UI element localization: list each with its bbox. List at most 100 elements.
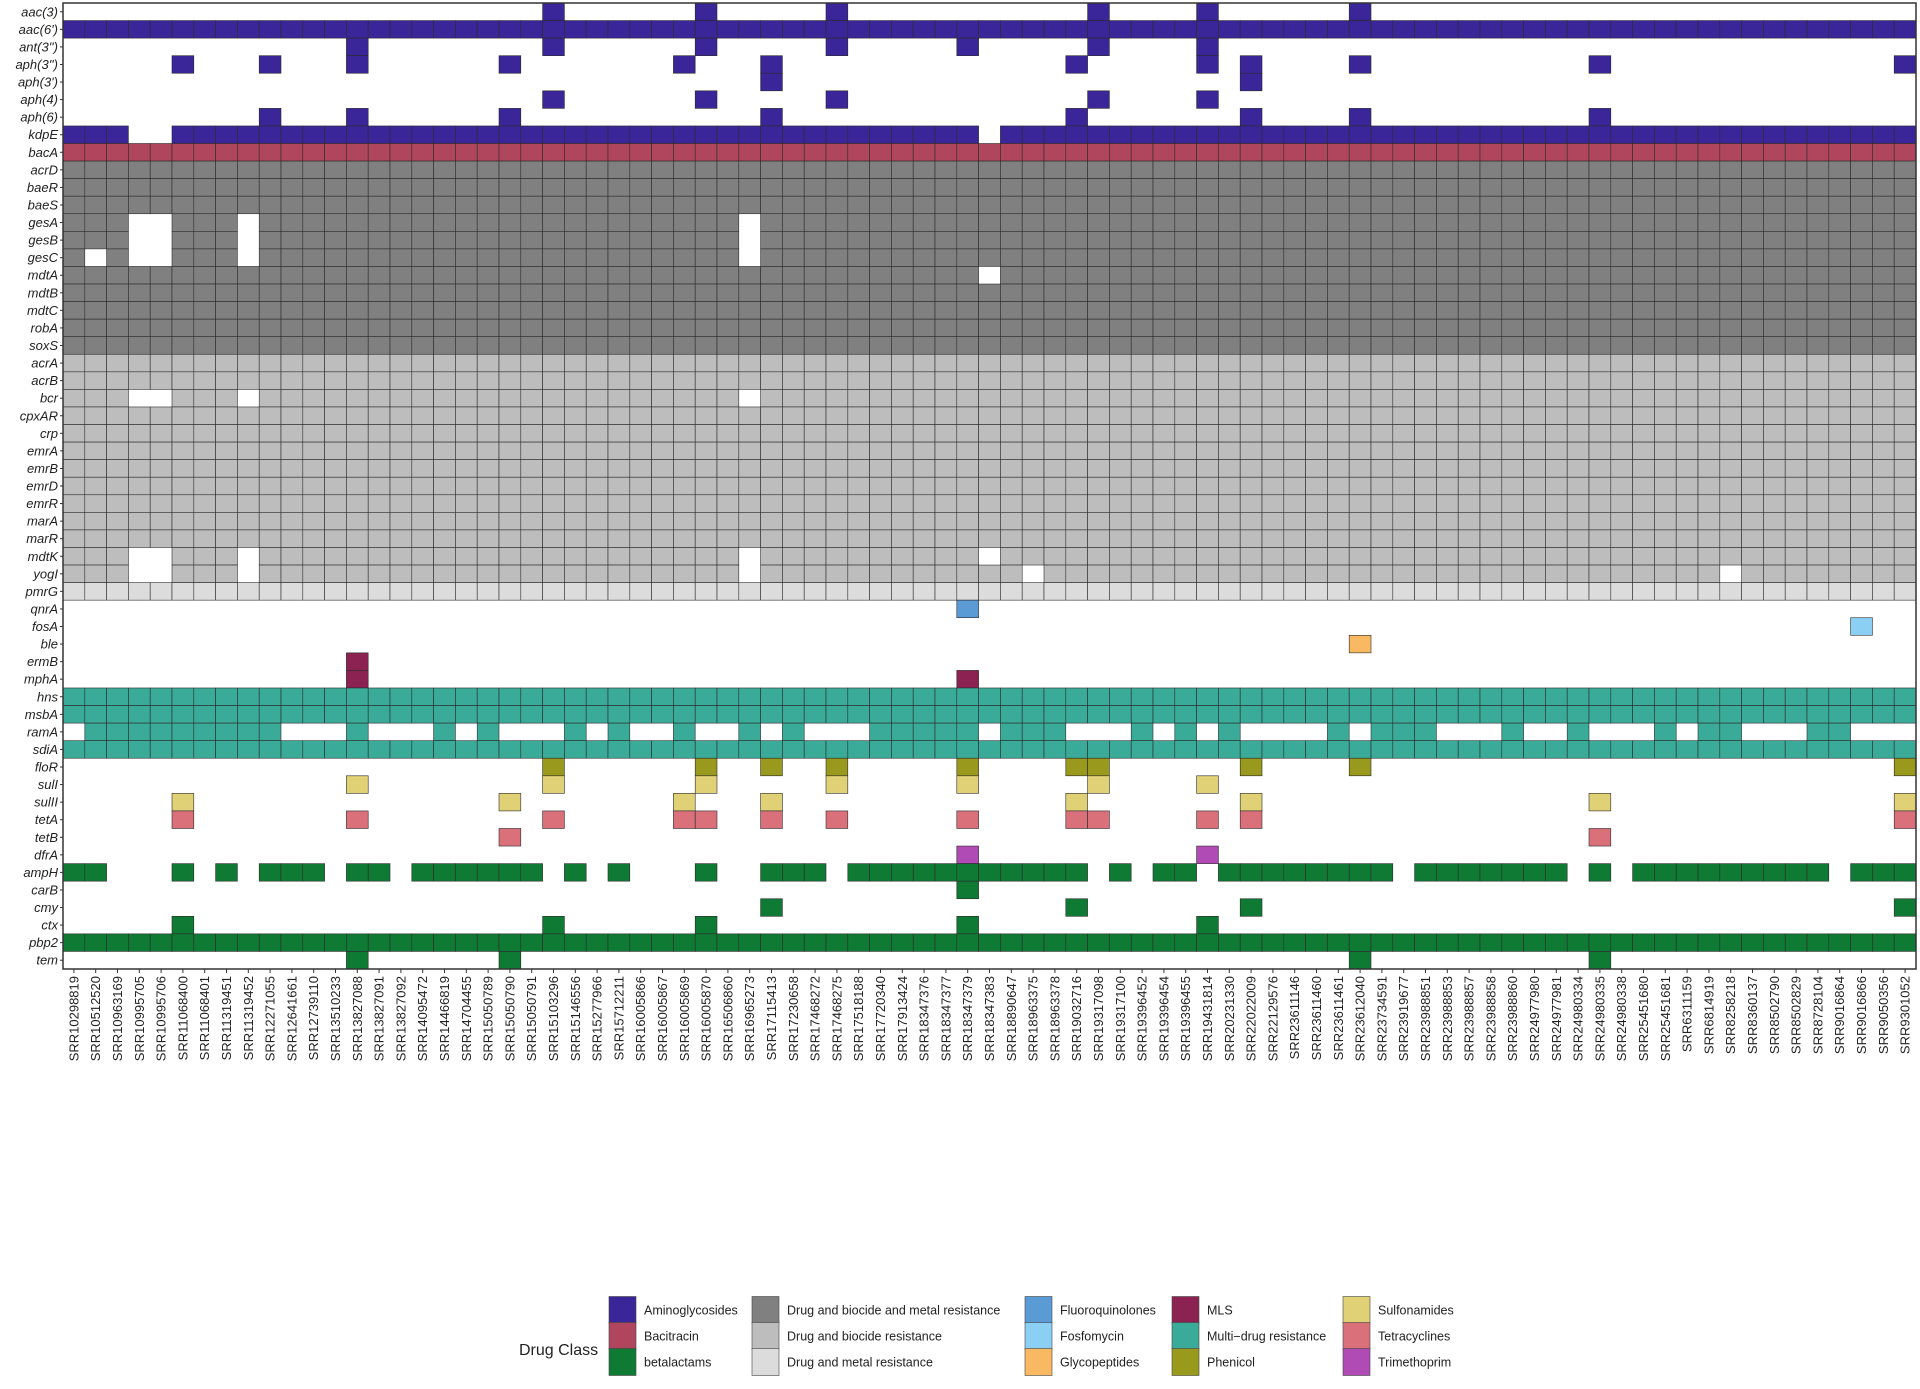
heatmap-cell (324, 248, 347, 267)
heatmap-cell (476, 125, 500, 144)
heatmap-cell (106, 424, 129, 443)
heatmap-cell (1239, 582, 1263, 601)
heatmap-cell (673, 20, 696, 39)
heatmap-cell (542, 529, 565, 548)
heatmap-cell (455, 406, 478, 425)
heatmap-cell (629, 389, 652, 408)
heatmap-cell (1806, 441, 1830, 460)
heatmap-cell (1392, 371, 1415, 390)
heatmap-cell (1065, 160, 1088, 179)
heatmap-cell (1828, 371, 1851, 390)
heatmap-cell (1588, 231, 1612, 250)
heatmap-cell (891, 547, 914, 566)
heatmap-cell (106, 301, 129, 320)
heatmap-cell (411, 459, 434, 478)
heatmap-cell (1654, 441, 1677, 460)
heatmap-cell (1392, 512, 1415, 531)
heatmap-cell (171, 547, 195, 566)
heatmap-cell (1588, 863, 1612, 882)
heatmap-cell (912, 424, 936, 443)
heatmap-cell (1283, 564, 1306, 583)
heatmap-cell (237, 336, 260, 355)
heatmap-cell (476, 424, 500, 443)
heatmap-cell (1610, 933, 1633, 952)
sample-label: SRR19317100 (1113, 976, 1128, 1061)
heatmap-cell (869, 301, 892, 320)
heatmap-cell (1697, 195, 1721, 215)
heatmap-cell (673, 494, 696, 513)
sample-label: SRR24977980 (1527, 976, 1542, 1061)
heatmap-cell (455, 564, 478, 583)
heatmap-cell (978, 371, 1001, 390)
heatmap-cell (1697, 933, 1721, 952)
heatmap-cell (1370, 125, 1394, 144)
heatmap-cell (367, 424, 391, 443)
heatmap-cell (1392, 178, 1415, 197)
heatmap-cell (1414, 687, 1437, 706)
heatmap-cell (106, 143, 129, 162)
gene-label: emrB (27, 461, 58, 476)
heatmap-cell (1109, 160, 1132, 179)
heatmap-cell (585, 564, 609, 583)
sample-label: SRR24980338 (1614, 976, 1629, 1061)
heatmap-cell (1239, 143, 1263, 162)
heatmap-cell (1392, 705, 1415, 724)
heatmap-cell (1479, 406, 1503, 425)
heatmap-cell (1065, 231, 1088, 250)
gene-label: marR (26, 531, 58, 546)
heatmap-cell (433, 424, 456, 443)
heatmap-cell (1523, 687, 1546, 706)
heatmap-cell (1218, 863, 1241, 882)
heatmap-cell (476, 441, 500, 460)
heatmap-cell (1675, 582, 1699, 601)
heatmap-cell (324, 301, 347, 320)
heatmap-cell (1021, 459, 1045, 478)
heatmap-cell (651, 529, 674, 548)
heatmap-cell (324, 160, 347, 179)
heatmap-cell (1174, 301, 1197, 320)
heatmap-cell (84, 564, 107, 583)
heatmap-cell (629, 195, 652, 215)
heatmap-cell (1000, 582, 1023, 601)
heatmap-cell (607, 933, 631, 952)
heatmap-cell (171, 20, 195, 39)
sample-label: SRR8360137 (1745, 976, 1760, 1054)
heatmap-cell (302, 283, 325, 302)
heatmap-cell (258, 424, 282, 443)
heatmap-cell (346, 178, 369, 197)
heatmap-cell (346, 775, 369, 794)
heatmap-cell (62, 687, 86, 706)
heatmap-cell (498, 336, 522, 355)
gene-label: tetB (35, 830, 58, 845)
heatmap-cell (1087, 529, 1110, 548)
heatmap-cell (782, 231, 805, 250)
heatmap-cell (542, 90, 565, 109)
heatmap-cell (1370, 740, 1394, 759)
heatmap-cell (411, 740, 434, 759)
heatmap-cell (956, 231, 979, 250)
heatmap-cell (1523, 424, 1546, 443)
heatmap-cell (1218, 195, 1241, 215)
heatmap-cell (149, 178, 173, 197)
heatmap-cell (1261, 20, 1285, 39)
heatmap-cell (1239, 213, 1263, 232)
heatmap-cell (1196, 195, 1219, 215)
heatmap-cell (193, 248, 216, 267)
heatmap-cell (476, 371, 500, 390)
heatmap-cell (847, 389, 870, 408)
heatmap-cell (1632, 687, 1655, 706)
heatmap-cell (1174, 406, 1197, 425)
heatmap-cell (1392, 213, 1415, 232)
heatmap-cell (215, 722, 238, 741)
heatmap-cell (84, 301, 107, 320)
heatmap-cell (1501, 266, 1524, 285)
heatmap-cell (280, 160, 304, 179)
heatmap-cell (1196, 547, 1219, 566)
heatmap-cell (1850, 740, 1873, 759)
heatmap-cell (651, 336, 674, 355)
heatmap-cell (1174, 529, 1197, 548)
heatmap-cell (389, 336, 413, 355)
heatmap-cell (237, 160, 260, 179)
heatmap-cell (106, 160, 129, 179)
heatmap-cell (1784, 266, 1808, 285)
